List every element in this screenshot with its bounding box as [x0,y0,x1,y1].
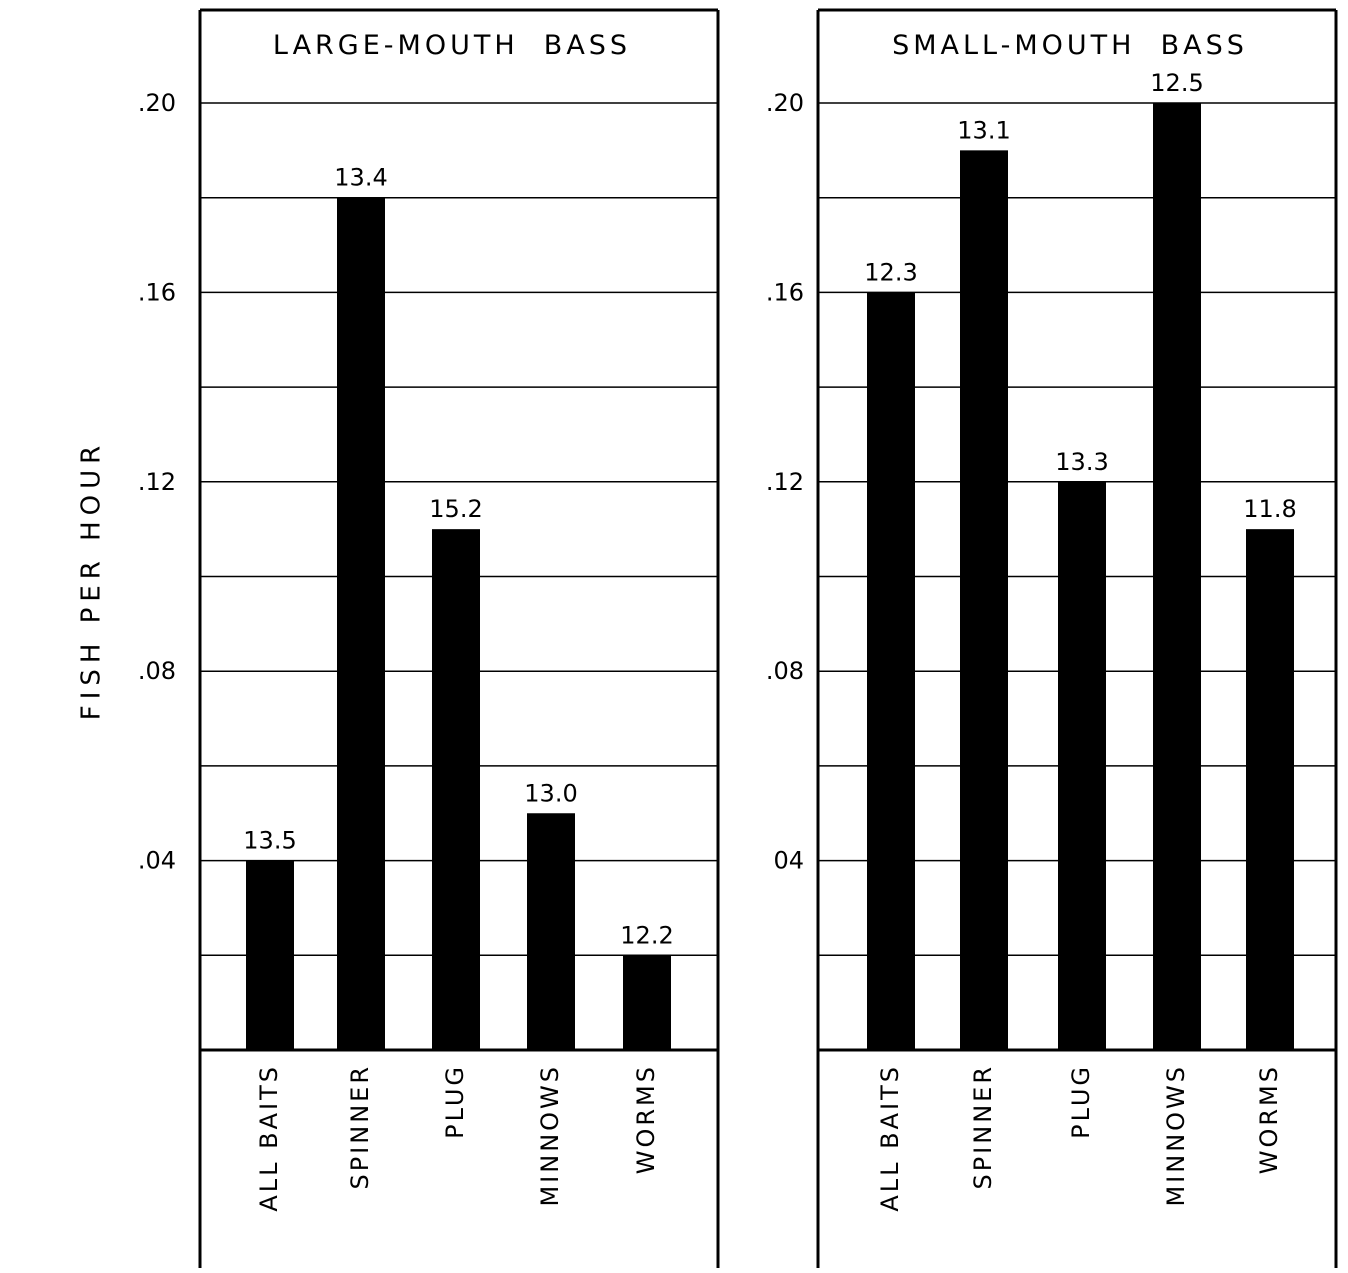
y-tick-label: .12 [138,468,176,496]
category-label-spinner: SPINNER [969,1064,997,1190]
y-tick-label: .08 [138,657,176,685]
panel-small-mouth-bass: SMALL-MOUTH BASS 04 .08 .12 .16 .20 12.3 ALL B… [766,8,1338,1268]
bar-minnows [1153,103,1201,1050]
bar-worms [1246,529,1294,1050]
y-tick-label: .04 [138,847,176,875]
y-tick-label: .16 [766,278,804,306]
bar-spinner [337,197,385,1050]
bar-value-label: 13.1 [957,116,1010,144]
bar-all-baits [867,292,915,1050]
category-label-all-baits: ALL BAITS [255,1064,283,1212]
panel-title-small-mouth-bass: SMALL-MOUTH BASS [892,30,1248,61]
y-tick-label: .16 [138,278,176,306]
y-tick-label: .20 [766,89,804,117]
category-label-worms: WORMS [1255,1064,1283,1174]
bar-value-label: 13.0 [524,779,577,807]
bar-value-label: 15.2 [429,495,482,523]
category-label-plug: PLUG [1067,1064,1095,1139]
category-label-all-baits: ALL BAITS [876,1064,904,1212]
y-tick-label: .08 [766,657,804,685]
panel-large-mouth-bass: LARGE-MOUTH BASS .04 .08 .12 .16 .20 13.5 ALL … [138,8,720,1268]
bar-all-baits [246,860,294,1050]
category-label-spinner: SPINNER [346,1064,374,1190]
bar-worms [623,955,671,1050]
category-label-minnows: MINNOWS [1162,1064,1190,1207]
bar-plug [1058,481,1106,1050]
bar-value-label: 13.5 [243,827,296,855]
y-tick-label: .12 [766,468,804,496]
y-tick-label: 04 [773,847,804,875]
bar-value-label: 13.4 [334,164,387,192]
bar-plug [432,529,480,1050]
bar-spinner [960,150,1008,1051]
category-label-minnows: MINNOWS [536,1064,564,1207]
y-axis-label: FISH PER HOUR [77,440,107,721]
bar-value-label: 13.3 [1055,448,1108,476]
bar-minnows [527,813,575,1050]
y-tick-label: .20 [138,89,176,117]
category-label-plug: PLUG [441,1064,469,1139]
panel-title-large-mouth-bass: LARGE-MOUTH BASS [273,30,631,61]
bar-value-label: 12.3 [864,258,917,286]
bar-value-label: 11.8 [1243,495,1296,523]
bar-value-label: 12.5 [1150,69,1203,97]
category-label-worms: WORMS [632,1064,660,1174]
bar-value-label: 12.2 [620,921,673,949]
